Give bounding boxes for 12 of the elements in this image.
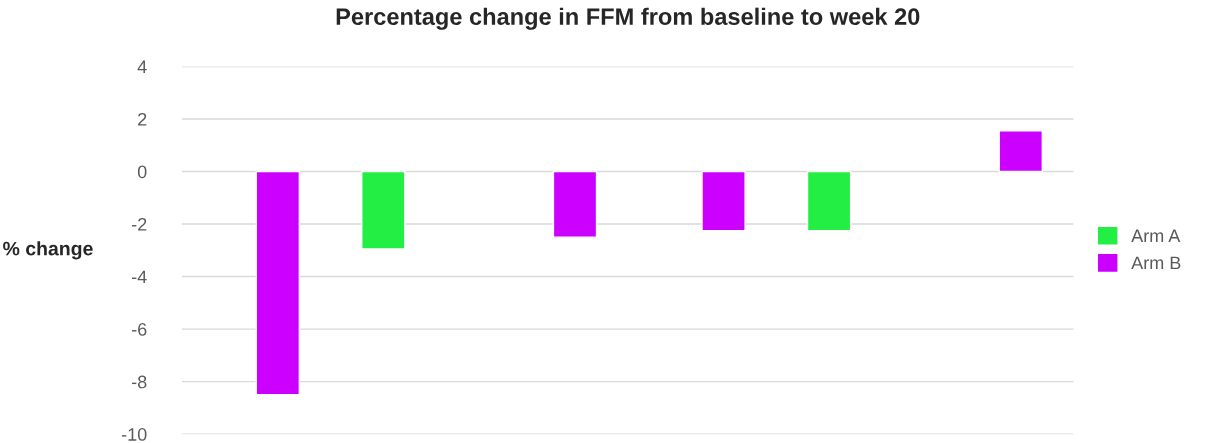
legend-label: Arm B	[1131, 256, 1181, 270]
y-axis-title: % change	[3, 241, 93, 260]
y-tick-label: -4	[131, 270, 147, 284]
y-tick-label: 4	[137, 60, 147, 73]
y-tick-label: -8	[131, 375, 147, 389]
y-tick-label: -2	[131, 217, 147, 231]
y-tick-label: -10	[121, 428, 147, 441]
y-tick-label: 0	[137, 165, 147, 179]
y-tick-label: -6	[131, 323, 147, 336]
chart-title: Percentage change in FFM from baseline to week 20	[336, 7, 920, 30]
legend-label: Arm A	[1131, 229, 1181, 243]
y-tick-label: 2	[138, 112, 147, 126]
